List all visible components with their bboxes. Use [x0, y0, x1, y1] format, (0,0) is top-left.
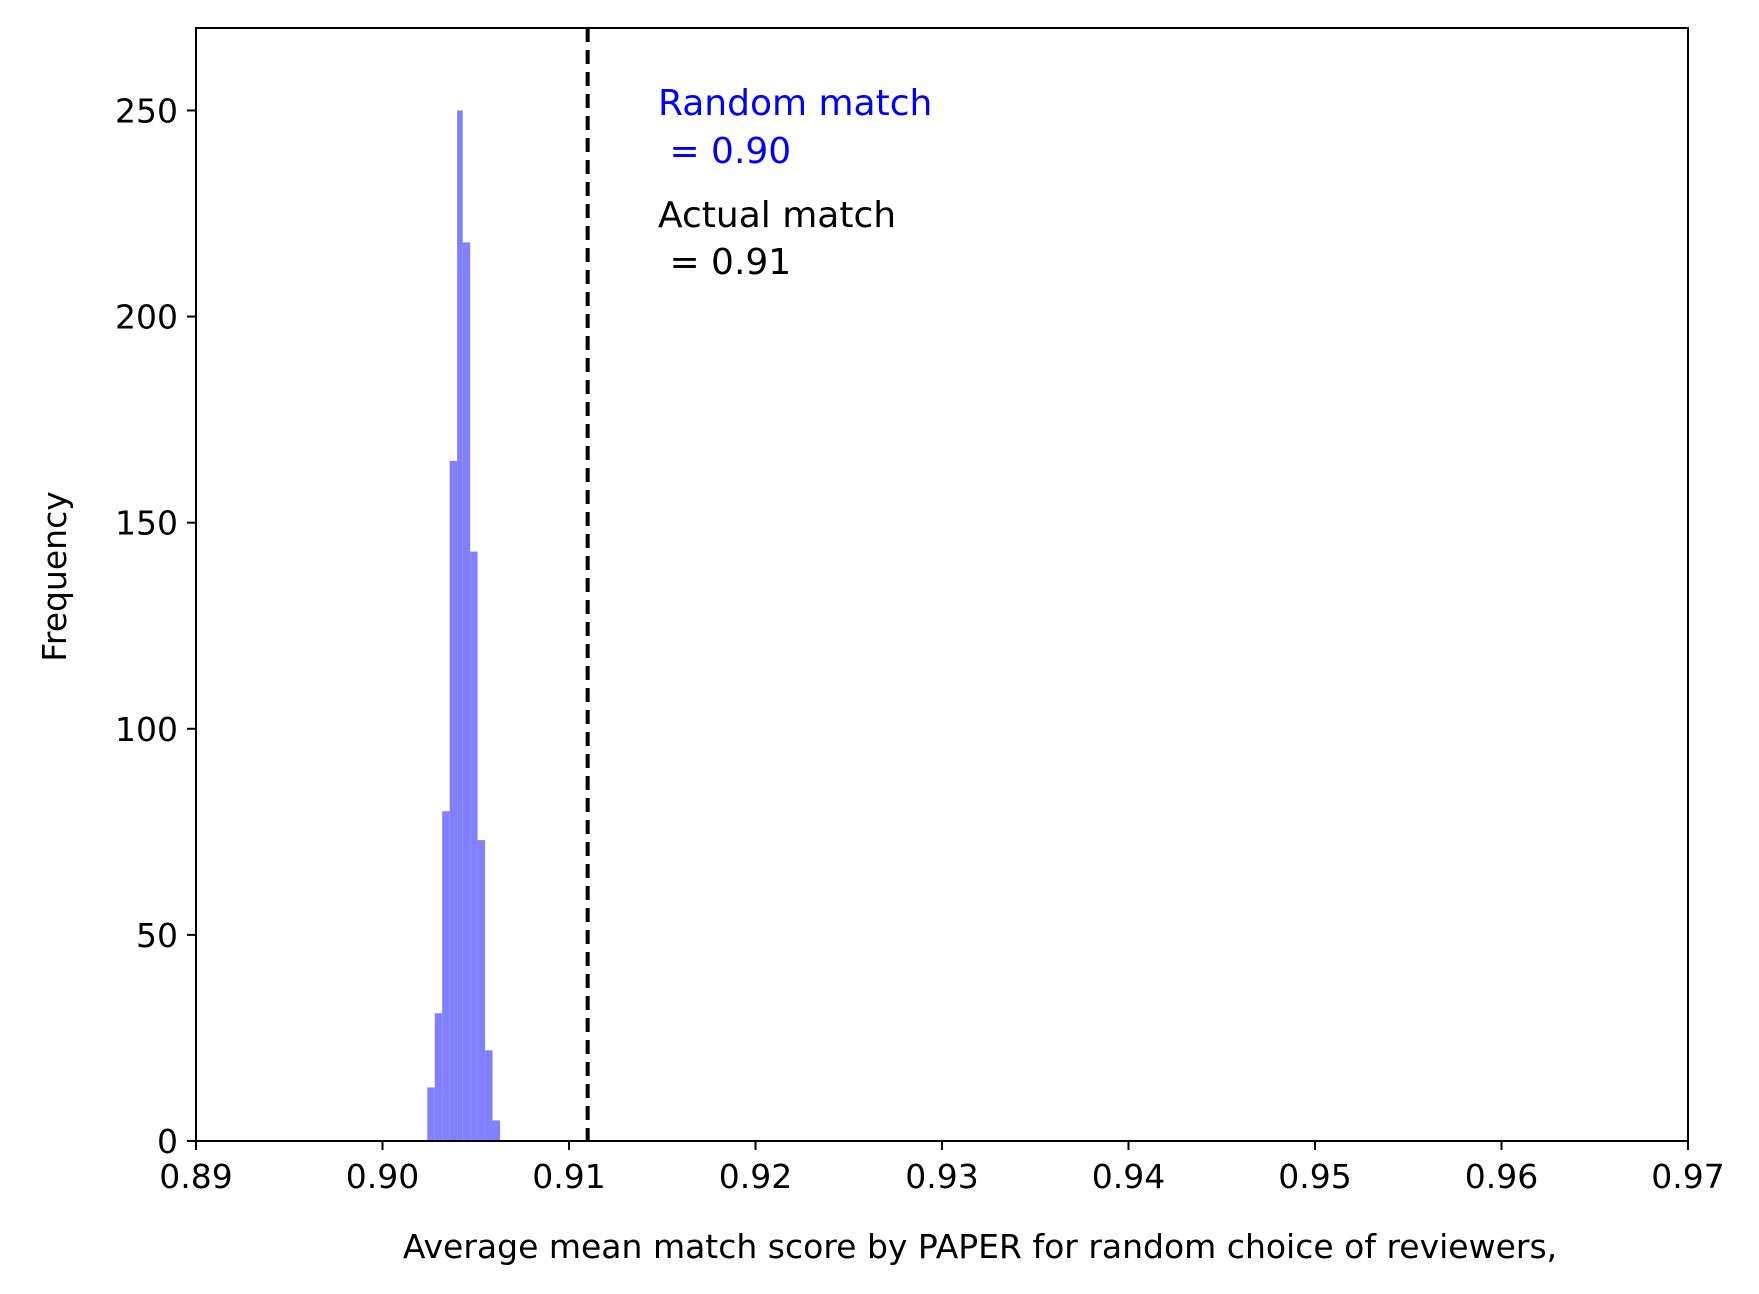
x-axis-label: Average mean match score by PAPER for ra…	[403, 1227, 1557, 1266]
y-tick-label: 0	[157, 1122, 178, 1161]
histogram-bar	[434, 1013, 443, 1141]
x-tick-label: 0.91	[532, 1157, 605, 1196]
x-tick-label: 0.95	[1278, 1157, 1351, 1196]
y-tick-label: 100	[115, 710, 178, 749]
random-match-label: Random match	[658, 83, 932, 124]
x-tick-label: 0.96	[1465, 1157, 1538, 1196]
random-match-value: = 0.90	[658, 131, 791, 172]
histogram-bar	[457, 110, 463, 1141]
x-tick-label: 0.89	[159, 1157, 232, 1196]
y-tick-label: 150	[115, 504, 178, 543]
x-tick-label: 0.90	[346, 1157, 419, 1196]
histogram-bar	[442, 811, 450, 1141]
histogram-bar	[427, 1087, 435, 1141]
x-tick-label: 0.93	[905, 1157, 978, 1196]
histogram-bar	[477, 840, 486, 1141]
histogram-bar	[462, 242, 471, 1141]
actual-match-value: = 0.91	[658, 242, 791, 283]
y-axis-label: Frequency	[35, 491, 74, 661]
histogram-bar	[485, 1050, 493, 1141]
y-tick-label: 200	[115, 298, 178, 337]
x-tick-label: 0.94	[1092, 1157, 1165, 1196]
histogram-bar	[470, 551, 478, 1141]
histogram-bar	[492, 1120, 500, 1141]
histogram-bars	[427, 110, 500, 1141]
x-tick-label: 0.92	[719, 1157, 792, 1196]
y-tick-label: 250	[115, 91, 178, 130]
actual-match-label: Actual match	[658, 195, 896, 236]
x-axis-ticks: 0.89 0.90 0.91 0.92 0.93 0.94 0.95 0.96 0.97	[159, 1141, 1725, 1196]
x-tick-label: 0.97	[1651, 1157, 1724, 1196]
y-tick-label: 50	[136, 916, 178, 955]
plot-frame	[195, 27, 1689, 1142]
histogram-bar	[449, 460, 458, 1141]
y-axis-ticks: 0 50 100 150 200 250	[115, 91, 196, 1161]
